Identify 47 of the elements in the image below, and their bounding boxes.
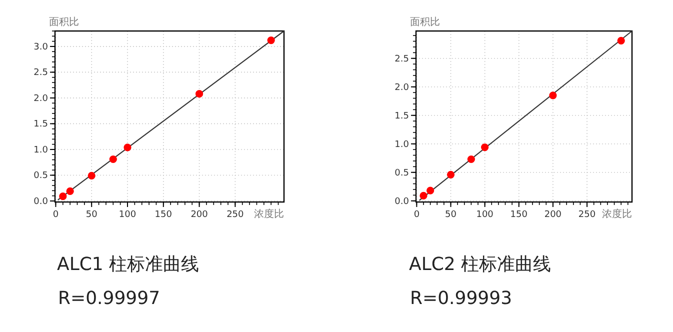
x-tick-label: 250: [226, 210, 244, 220]
y-tick-label: 0.0: [394, 196, 410, 207]
y-tick-label: 3.0: [34, 42, 48, 52]
y-tick-label: 1.0: [394, 140, 410, 150]
x-tick-label: 100: [476, 210, 494, 220]
y-tick-label: 1.5: [34, 120, 48, 130]
x-tick-label: 250: [578, 210, 596, 220]
point: [88, 172, 96, 180]
y-axis-title: 面积比: [49, 16, 79, 28]
x-tick-label: 0: [52, 210, 59, 220]
x-tick-label: 50: [86, 210, 98, 220]
point: [420, 192, 428, 200]
point: [109, 155, 117, 164]
y-tick-label: 1.5: [394, 111, 409, 122]
x-axis-title: 浓度比: [254, 208, 284, 220]
y-tick-label: 2.5: [34, 68, 48, 78]
text: R=0.99997: [58, 288, 160, 309]
x-tick-label: 0: [414, 210, 420, 220]
y-tick-label: 2.0: [34, 94, 48, 104]
point: [66, 187, 74, 195]
text: ALC1 柱标准曲线: [57, 253, 200, 276]
text: ALC2 柱标准曲线: [409, 253, 552, 276]
x-tick-label: 150: [154, 210, 172, 220]
x-tick-label: 200: [190, 210, 208, 220]
point: [549, 92, 557, 100]
point: [59, 192, 67, 200]
x-tick-label: 50: [445, 210, 457, 220]
x-tick-label: 150: [510, 210, 528, 220]
point: [617, 36, 625, 44]
y-axis-title: 面积比: [410, 16, 440, 28]
y-tick-label: 2.5: [394, 54, 409, 64]
x-tick-label: 100: [118, 210, 136, 220]
point: [481, 143, 489, 152]
point: [446, 170, 455, 178]
point: [195, 90, 204, 98]
text: R=0.99993: [410, 288, 512, 309]
point: [267, 36, 275, 44]
y-tick-label: 1.0: [34, 145, 48, 156]
y-tick-label: 0.0: [34, 196, 48, 207]
x-axis-title: 浓度比: [602, 208, 632, 220]
point: [426, 186, 434, 194]
y-tick-label: 2.0: [394, 82, 410, 93]
point: [124, 144, 132, 152]
y-tick-label: 0.5: [394, 168, 409, 178]
y-tick-label: 0.5: [34, 171, 48, 182]
point: [467, 155, 475, 164]
x-tick-label: 200: [544, 210, 562, 220]
